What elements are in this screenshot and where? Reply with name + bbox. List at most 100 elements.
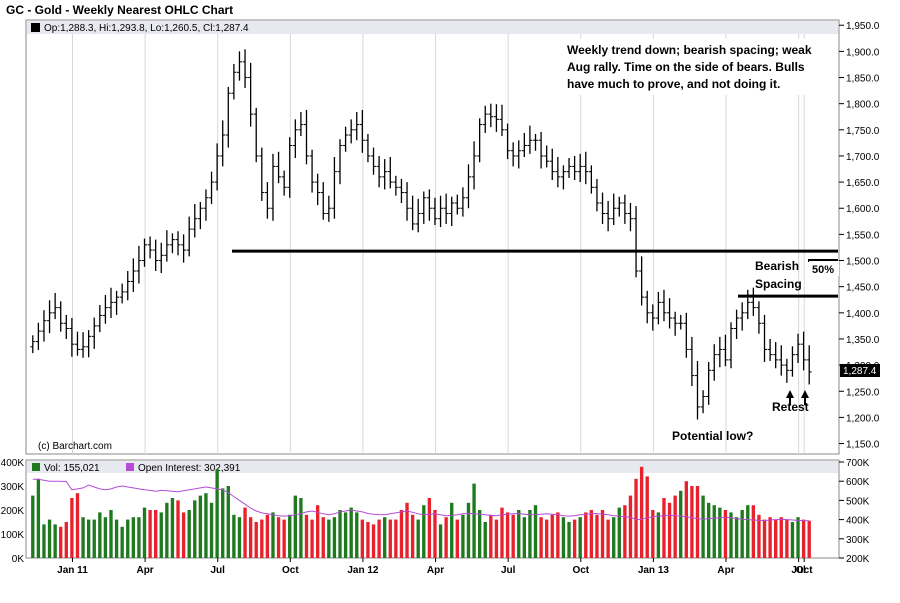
price-bar bbox=[298, 112, 304, 137]
commentary-box: Weekly trend down; bearish spacing; weak… bbox=[563, 39, 825, 95]
price-bar bbox=[158, 242, 164, 274]
price-bar bbox=[337, 139, 343, 185]
price-bar bbox=[678, 314, 684, 330]
vol-legend-swatch bbox=[32, 463, 40, 471]
price-tick-label: 1,400.0 bbox=[846, 309, 880, 320]
x-tick-label: Apr bbox=[717, 565, 734, 576]
volume-bar bbox=[561, 517, 566, 558]
oi-tick-label: 700K bbox=[846, 458, 870, 469]
support-levels bbox=[232, 249, 838, 298]
price-bar bbox=[125, 270, 131, 301]
volume-bar bbox=[751, 505, 756, 558]
volume-bar bbox=[243, 507, 247, 558]
volume-bar bbox=[584, 512, 588, 558]
price-bar bbox=[264, 182, 270, 219]
price-bar bbox=[348, 119, 354, 144]
price-bar bbox=[114, 290, 120, 315]
price-bar bbox=[789, 346, 795, 377]
volume-bar bbox=[455, 519, 459, 558]
volume-bar bbox=[801, 519, 806, 558]
price-bar bbox=[97, 304, 103, 333]
price-bar bbox=[142, 238, 148, 267]
volume-bar bbox=[740, 510, 744, 558]
price-bar bbox=[778, 345, 784, 376]
price-bar bbox=[136, 245, 142, 284]
x-tick-label: Jan 13 bbox=[638, 565, 670, 576]
volume-bar bbox=[774, 519, 778, 558]
volume-bar bbox=[416, 519, 420, 558]
price-bar bbox=[276, 151, 282, 184]
price-bar bbox=[706, 361, 712, 405]
volume-bar bbox=[371, 524, 376, 558]
price-bar bbox=[102, 295, 108, 324]
volume-bar bbox=[539, 517, 543, 558]
price-bar bbox=[471, 141, 477, 190]
price-bar bbox=[382, 159, 388, 190]
price-tick-label: 1,600.0 bbox=[846, 204, 880, 215]
price-bar bbox=[773, 342, 779, 369]
x-tick-label: Jan 12 bbox=[347, 565, 379, 576]
volume-bar bbox=[315, 505, 320, 558]
price-bar bbox=[63, 314, 69, 339]
price-bar bbox=[315, 173, 321, 206]
price-bar bbox=[477, 118, 483, 163]
volume-bar bbox=[86, 519, 91, 558]
volume-tick-label: 0K bbox=[12, 554, 25, 565]
volume-bar bbox=[59, 526, 63, 558]
price-bar bbox=[292, 119, 298, 159]
volume-bar bbox=[137, 517, 141, 558]
price-bar bbox=[410, 195, 416, 231]
volume-bar bbox=[723, 510, 728, 558]
volume-bar bbox=[762, 519, 767, 558]
volume-tick-label: 100K bbox=[1, 530, 25, 541]
price-bar bbox=[627, 203, 633, 232]
price-bar bbox=[404, 182, 410, 221]
price-bar bbox=[326, 195, 332, 222]
volume-bar bbox=[377, 519, 381, 558]
price-tick-label: 1,650.0 bbox=[846, 178, 880, 189]
price-bar bbox=[365, 133, 371, 163]
last-price: 1,287.4 bbox=[843, 366, 877, 377]
volume-bar bbox=[623, 505, 627, 558]
oi-tick-label: 600K bbox=[846, 477, 870, 488]
price-bar bbox=[449, 196, 455, 227]
volume-bar bbox=[533, 505, 538, 558]
volume-bar bbox=[567, 522, 571, 558]
price-tick-label: 1,700.0 bbox=[846, 152, 880, 163]
volume-bar bbox=[779, 517, 783, 558]
volume-bar bbox=[327, 519, 331, 558]
price-bar bbox=[108, 287, 114, 319]
open-interest-line bbox=[32, 478, 810, 522]
volume-bar bbox=[64, 522, 68, 558]
price-bar bbox=[35, 322, 41, 350]
x-axis: Jan 11 Apr Jul Oct Jan 12 Apr Jul Oct Jan 13 Apr J… bbox=[57, 558, 813, 576]
volume-bar bbox=[757, 514, 761, 558]
volume-bar bbox=[617, 507, 621, 558]
volume-bar bbox=[734, 517, 739, 558]
volume-bar bbox=[299, 498, 303, 558]
volume-bar bbox=[790, 522, 795, 558]
volume-bar bbox=[221, 488, 225, 558]
price-bar bbox=[661, 289, 667, 322]
volume-bar bbox=[690, 486, 694, 558]
price-bar bbox=[287, 137, 293, 198]
volume-bar bbox=[42, 524, 46, 558]
price-bar bbox=[767, 338, 773, 361]
volume-bar bbox=[466, 502, 471, 558]
price-tick-label: 1,750.0 bbox=[846, 126, 880, 137]
volume-bar bbox=[237, 517, 242, 558]
price-bar bbox=[181, 234, 187, 263]
price-bar bbox=[175, 231, 181, 256]
volume-bar bbox=[427, 498, 432, 558]
volume-bar bbox=[522, 517, 527, 558]
volume-bar bbox=[193, 500, 197, 558]
oi-tick-label: 500K bbox=[846, 496, 870, 507]
price-bar bbox=[493, 104, 499, 132]
volume-bar bbox=[528, 510, 532, 558]
volume-bar bbox=[282, 519, 286, 558]
price-bars bbox=[30, 49, 812, 420]
volume-bar bbox=[321, 517, 325, 558]
volume-bar bbox=[595, 514, 599, 558]
volume-bar bbox=[159, 512, 163, 558]
volume-bar bbox=[360, 519, 365, 558]
